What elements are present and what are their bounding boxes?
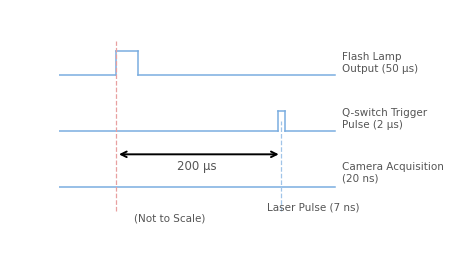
Text: (Not to Scale): (Not to Scale): [134, 213, 205, 223]
Text: Flash Lamp
Output (50 μs): Flash Lamp Output (50 μs): [342, 53, 418, 74]
Text: 200 μs: 200 μs: [177, 160, 217, 173]
Text: Laser Pulse (7 ns): Laser Pulse (7 ns): [267, 202, 359, 212]
Text: Q-switch Trigger
Pulse (2 μs): Q-switch Trigger Pulse (2 μs): [342, 108, 427, 130]
Text: Camera Acquisition
(20 ns): Camera Acquisition (20 ns): [342, 161, 444, 183]
